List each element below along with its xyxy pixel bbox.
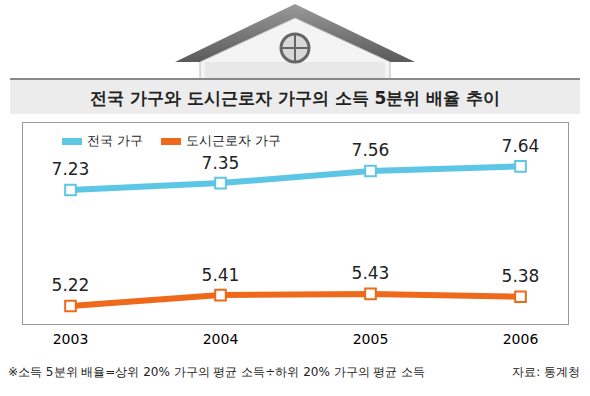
svg-text:7.64: 7.64: [502, 136, 540, 156]
svg-text:7.35: 7.35: [202, 153, 240, 173]
svg-text:5.43: 5.43: [352, 263, 390, 283]
html-text:도시근로자 가구: 도시근로자 가구: [186, 133, 282, 148]
svg-text:5.41: 5.41: [202, 265, 240, 285]
svg-text:2003: 2003: [53, 331, 89, 347]
svg-text:7.56: 7.56: [352, 140, 390, 160]
svg-text:2006: 2006: [503, 331, 539, 347]
svg-text:5.38: 5.38: [502, 266, 540, 286]
svg-text:2004: 2004: [203, 331, 239, 347]
html-text:전국 가구와 도시근로자 가구의 소득 5분위 배율 추이: 전국 가구와 도시근로자 가구의 소득 5분위 배율 추이: [89, 88, 501, 108]
html-text:자료: 통계청: 자료: 통계청: [512, 365, 580, 379]
svg-text:5.22: 5.22: [52, 275, 90, 295]
html-text:※소득 5분위 배율=상위 20% 가구의 평균 소득÷하위: ※소득 5분위 배율=상위 20% 가구의 평균 소득÷하위 20% 가구의 평…: [8, 365, 426, 379]
html-text:전국 가구: 전국 가구: [87, 133, 144, 148]
svg-text:7.23: 7.23: [52, 159, 90, 179]
svg-text:2005: 2005: [353, 331, 389, 347]
